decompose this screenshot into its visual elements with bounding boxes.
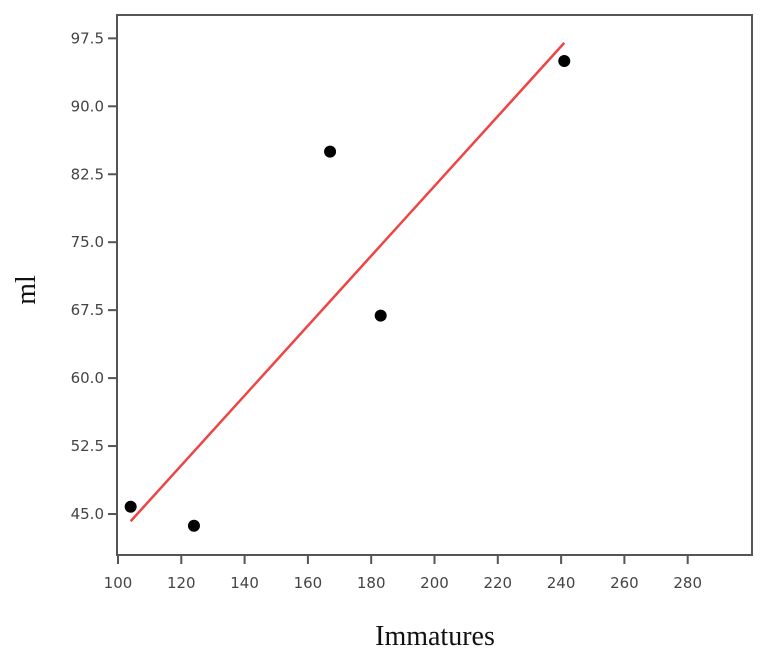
y-tick-label: 45.0 <box>71 505 104 523</box>
x-tick-label: 120 <box>167 574 196 592</box>
y-axis-ticks: 45.0 52.5 60.0 67.5 75.0 82.5 90.0 97.5 <box>71 29 117 523</box>
x-tick-label: 160 <box>294 574 323 592</box>
y-tick-label: 52.5 <box>71 437 104 455</box>
x-tick-label: 180 <box>357 574 386 592</box>
x-tick-label: 200 <box>420 574 449 592</box>
data-point <box>187 519 200 532</box>
x-axis-ticks: 100 120 140 160 180 200 220 240 260 280 <box>104 555 702 592</box>
x-tick-label: 140 <box>230 574 259 592</box>
y-axis-title: ml <box>11 275 42 305</box>
x-tick-label: 280 <box>673 574 702 592</box>
y-tick-label: 67.5 <box>71 301 104 319</box>
x-tick-label: 240 <box>547 574 576 592</box>
x-tick-label: 100 <box>104 574 133 592</box>
data-point <box>374 309 387 322</box>
y-tick-label: 60.0 <box>71 369 104 387</box>
data-point <box>124 500 137 513</box>
plot-frame <box>116 14 753 556</box>
y-tick-label: 75.0 <box>71 233 104 251</box>
y-tick-label: 82.5 <box>71 165 104 183</box>
x-tick-label: 260 <box>610 574 639 592</box>
data-point <box>324 145 337 158</box>
regression-line <box>129 42 566 523</box>
y-tick-label: 97.5 <box>71 29 104 47</box>
data-points <box>124 55 571 532</box>
data-point <box>558 55 571 67</box>
fit-line-segment <box>129 42 566 523</box>
x-axis-title: Immatures <box>375 621 495 652</box>
x-tick-label: 220 <box>483 574 512 592</box>
y-tick-label: 90.0 <box>71 97 104 115</box>
